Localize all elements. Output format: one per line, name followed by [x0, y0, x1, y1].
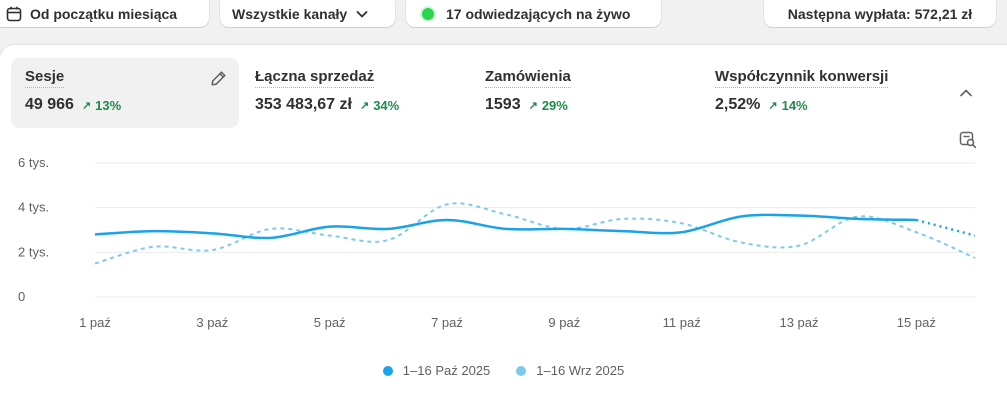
series-line-current-partial [916, 218, 976, 237]
x-tick-label: 5 paź [314, 315, 346, 330]
legend-dot [382, 365, 393, 376]
chevron-down-icon [355, 7, 369, 21]
y-tick-label: 2 tys. [18, 244, 49, 259]
channels-label: Wszystkie kanały [232, 5, 348, 22]
chart-search-icon[interactable] [959, 131, 977, 149]
pencil-icon[interactable] [210, 70, 227, 87]
metric-value: 49 966 [25, 96, 74, 113]
y-tick-label: 4 tys. [18, 200, 49, 215]
series-line-previous [94, 202, 976, 265]
chart-y-axis: 0 2 tys. 4 tys. 6 tys. [18, 155, 49, 304]
metric-label: Sesje [25, 68, 65, 88]
y-tick-label: 0 [18, 289, 25, 304]
chart-grid [95, 162, 975, 298]
metric-tab-sessions[interactable]: Sesje 49 966 ↗ 13% [11, 58, 239, 128]
metric-delta-value: 34% [373, 98, 400, 113]
metric-delta: ↗ 34% [360, 98, 399, 113]
x-tick-label: 3 paź [196, 315, 228, 330]
chart-legend: 1–16 Paź 2025 1–16 Wrz 2025 [0, 363, 1007, 378]
channels-dropdown[interactable]: Wszystkie kanały [220, 0, 395, 27]
x-tick-label: 1 paź [79, 315, 111, 330]
chevron-up-icon[interactable] [958, 85, 974, 101]
metric-delta-value: 29% [541, 98, 568, 113]
x-tick-label: 11 paź [663, 315, 701, 330]
series-line-current [94, 213, 917, 240]
metric-delta: ↗ 14% [768, 98, 807, 113]
metric-value: 353 483,67 zł [255, 96, 352, 113]
metric-delta-value: 14% [781, 98, 808, 113]
legend-label: 1–16 Wrz 2025 [536, 363, 625, 378]
legend-label: 1–16 Paź 2025 [402, 363, 491, 378]
analytics-card: Sesje 49 966 ↗ 13% Łączna sprzedaż 353 4… [0, 45, 1007, 400]
trend-up-icon: ↗ [359, 100, 370, 112]
metric-delta-value: 13% [95, 98, 122, 113]
chart-series [94, 202, 976, 265]
legend-item-previous[interactable]: 1–16 Wrz 2025 [516, 363, 624, 378]
metric-tab-orders[interactable]: Zamówienia 1593 ↗ 29% [471, 58, 691, 128]
metric-label: Zamówienia [485, 68, 571, 88]
metric-value: 2,52% [715, 96, 761, 113]
live-indicator-dot [422, 7, 434, 20]
next-payout-label: Następna wypłata: 572,21 zł [787, 5, 973, 22]
chart-x-axis: 1 paź 3 paź 5 paź 7 paź 9 paź 11 paź 13 paź 15 … [79, 315, 936, 330]
trend-up-icon: ↗ [81, 100, 92, 112]
trend-up-icon: ↗ [768, 100, 778, 112]
date-range-button[interactable]: Od początku miesiąca [0, 0, 209, 27]
y-tick-label: 6 tys. [18, 155, 49, 170]
x-tick-label: 9 paź [548, 315, 580, 330]
metric-delta: ↗ 29% [529, 98, 568, 113]
metric-label: Współczynnik konwersji [715, 68, 889, 88]
sessions-line-chart: 0 2 tys. 4 tys. 6 tys. 1 paź 3 paź 5 paź 7 paź… [18, 155, 976, 330]
metric-value: 1593 [485, 96, 521, 113]
x-tick-label: 13 paź [779, 315, 818, 330]
metric-tab-total-sales[interactable]: Łączna sprzedaż 353 483,67 zł ↗ 34% [241, 58, 461, 128]
metric-label: Łączna sprzedaż [255, 68, 375, 88]
legend-dot [516, 365, 527, 376]
live-visitors-label: 17 odwiedzających na żywo [446, 5, 631, 22]
live-visitors-button[interactable]: 17 odwiedzających na żywo [406, 0, 661, 27]
metric-tab-conversion-rate[interactable]: Współczynnik konwersji 2,52% ↗ 14% [701, 58, 941, 128]
calendar-icon [6, 6, 22, 22]
trend-up-icon: ↗ [528, 100, 538, 112]
metric-delta: ↗ 13% [82, 98, 121, 113]
legend-item-current[interactable]: 1–16 Paź 2025 [382, 363, 491, 378]
x-tick-label: 15 paź [897, 315, 936, 330]
date-range-label: Od początku miesiąca [30, 5, 178, 22]
x-tick-label: 7 paź [431, 315, 463, 330]
next-payout-button[interactable]: Następna wypłata: 572,21 zł [764, 0, 996, 27]
